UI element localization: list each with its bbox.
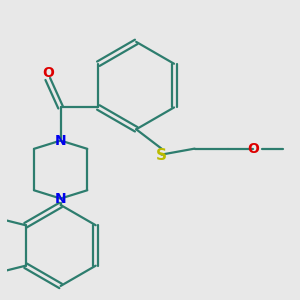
- Text: N: N: [55, 134, 66, 148]
- Text: O: O: [247, 142, 259, 156]
- Text: O: O: [42, 66, 54, 80]
- Text: S: S: [156, 148, 167, 163]
- Text: N: N: [55, 191, 66, 206]
